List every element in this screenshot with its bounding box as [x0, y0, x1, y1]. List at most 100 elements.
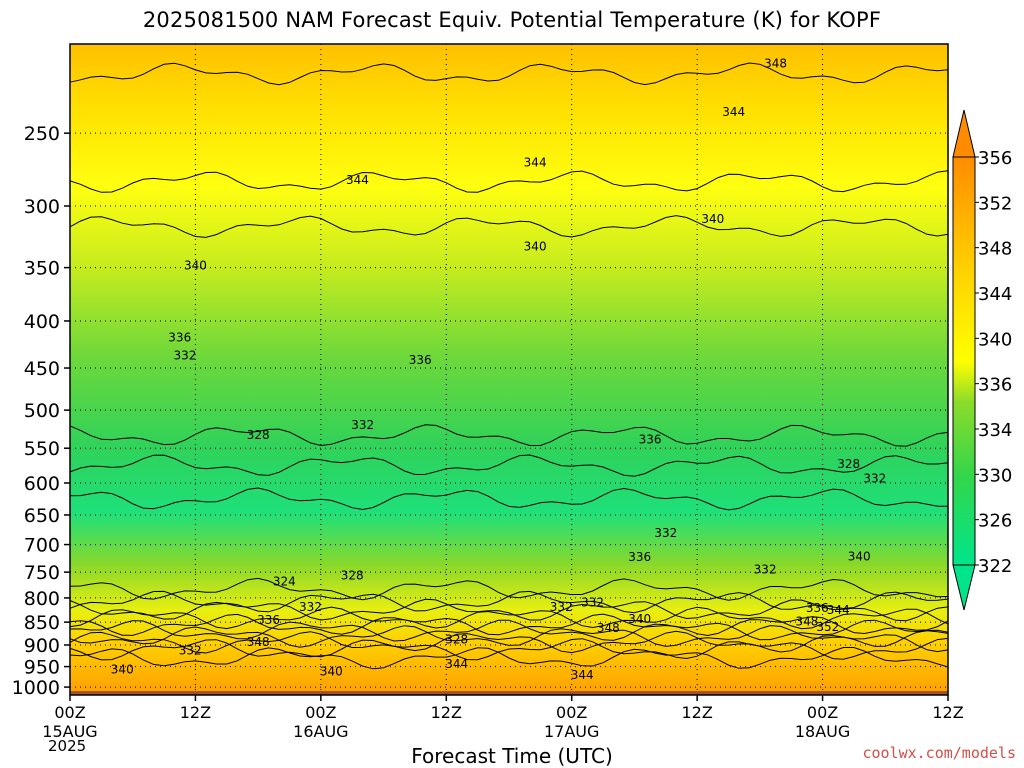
- contour-label: 344: [571, 668, 594, 682]
- contour-342: [69, 215, 949, 238]
- contour-label: 332: [863, 471, 886, 485]
- contour-label: 344: [346, 173, 369, 187]
- y-tick-label: 300: [24, 196, 60, 218]
- x-date-label: 15AUG: [42, 722, 97, 741]
- contour-label: 336: [806, 601, 829, 615]
- contour-label: 344: [827, 603, 850, 617]
- y-tick-label: 450: [24, 358, 60, 380]
- axes: 2503003504004505005506006507007508008509…: [12, 43, 964, 741]
- contour-label: 336: [409, 353, 432, 367]
- contour-label: 348: [795, 615, 818, 629]
- x-date-label: 16AUG: [293, 722, 348, 741]
- contour-label: 336: [168, 331, 191, 345]
- x-tick-label: 12Z: [431, 703, 462, 722]
- x-tick-label: 00Z: [305, 703, 336, 722]
- contour-label: 340: [701, 212, 724, 226]
- contour-label: 332: [581, 595, 604, 609]
- contour-label: 332: [174, 348, 197, 362]
- contour-lines: [69, 62, 949, 670]
- theta-e-field: [70, 44, 948, 695]
- y-tick-label: 950: [24, 657, 60, 679]
- contour-330: [69, 454, 949, 477]
- x-date-label: 17AUG: [544, 722, 599, 741]
- contour-332: [69, 598, 949, 622]
- contour-label: 340: [848, 549, 871, 563]
- y-tick-label: 750: [24, 562, 60, 584]
- contour-label: 352: [816, 620, 839, 634]
- contour-348: [69, 62, 949, 86]
- contour-label: 340: [320, 665, 343, 679]
- contour-label: 328: [247, 428, 270, 442]
- contour-label: 336: [628, 550, 651, 564]
- contour-346: [69, 647, 949, 670]
- contour-label: 348: [764, 56, 787, 70]
- ground-strip: [70, 691, 948, 695]
- y-tick-label: 400: [24, 311, 60, 333]
- x-tick-label: 00Z: [556, 703, 587, 722]
- contour-label: 336: [639, 432, 662, 446]
- x-date-label: 18AUG: [795, 722, 850, 741]
- contour-label: 340: [111, 663, 134, 677]
- x-tick-label: 00Z: [807, 703, 838, 722]
- y-tick-label: 600: [24, 473, 60, 495]
- colorbar-label: 352: [978, 193, 1012, 214]
- colorbar-bottom-arrow: [952, 564, 976, 611]
- y-tick-label: 550: [24, 438, 60, 460]
- contour-332: [69, 424, 949, 447]
- y-tick-label: 850: [24, 612, 60, 634]
- y-tick-label: 350: [24, 258, 60, 280]
- contour-328: [69, 577, 949, 601]
- x-tick-label: 12Z: [180, 703, 211, 722]
- colorbar-label: 344: [978, 284, 1012, 305]
- contour-label: 344: [524, 155, 547, 169]
- contour-label: 324: [273, 575, 296, 589]
- colorbar-label: 322: [978, 556, 1012, 577]
- contour-label: 332: [179, 644, 202, 658]
- plot-frame: [69, 43, 949, 696]
- x-tick-label: 00Z: [54, 703, 85, 722]
- chart-title: 2025081500 NAM Forecast Equiv. Potential…: [142, 8, 882, 32]
- colorbar-label: 330: [978, 465, 1012, 486]
- contour-label: 348: [597, 621, 620, 635]
- field-fill: [70, 44, 948, 695]
- contour-label: 340: [184, 258, 207, 272]
- y-tick-label: 250: [24, 123, 60, 145]
- colorbar: 322 326 330 334 336 340 344 348 352 356: [952, 109, 1012, 611]
- colorbar-top-arrow: [952, 109, 976, 158]
- contour-label: 340: [628, 612, 651, 626]
- contour-344: [69, 170, 949, 193]
- x-tick-label: 12Z: [932, 703, 963, 722]
- contour-label: 328: [837, 457, 860, 471]
- y-tick-label: 650: [24, 505, 60, 527]
- colorbar-ramp: [952, 156, 976, 566]
- contour-label: 332: [351, 418, 374, 432]
- contour-328: [69, 487, 949, 511]
- contour-label: 328: [445, 633, 468, 647]
- contour-label: 336: [257, 613, 280, 627]
- year-label: 2025: [48, 737, 87, 755]
- contour-340: [69, 625, 949, 648]
- contour-label: 332: [550, 600, 573, 614]
- colorbar-label: 334: [978, 420, 1012, 441]
- contour-344: [69, 637, 949, 661]
- grid-lines: [70, 44, 948, 695]
- contour-label: 332: [754, 562, 777, 576]
- contour-label: 344: [722, 105, 745, 119]
- x-tick-label: 12Z: [681, 703, 712, 722]
- contour-label: 332: [299, 600, 322, 614]
- contour-334: [69, 606, 949, 630]
- y-tick-label: 1000: [12, 677, 60, 699]
- contour-label: 328: [341, 568, 364, 582]
- y-tick-label: 800: [24, 588, 60, 610]
- colorbar-label: 356: [978, 148, 1012, 169]
- x-axis-title: Forecast Time (UTC): [411, 744, 613, 768]
- contour-label: 348: [247, 635, 270, 649]
- contour-336: [69, 613, 949, 637]
- y-tick-label: 900: [24, 635, 60, 657]
- colorbar-label: 348: [978, 239, 1012, 260]
- contour-label: 344: [445, 657, 468, 671]
- source-watermark: coolwx.com/models: [862, 744, 1016, 762]
- y-tick-label: 500: [24, 400, 60, 422]
